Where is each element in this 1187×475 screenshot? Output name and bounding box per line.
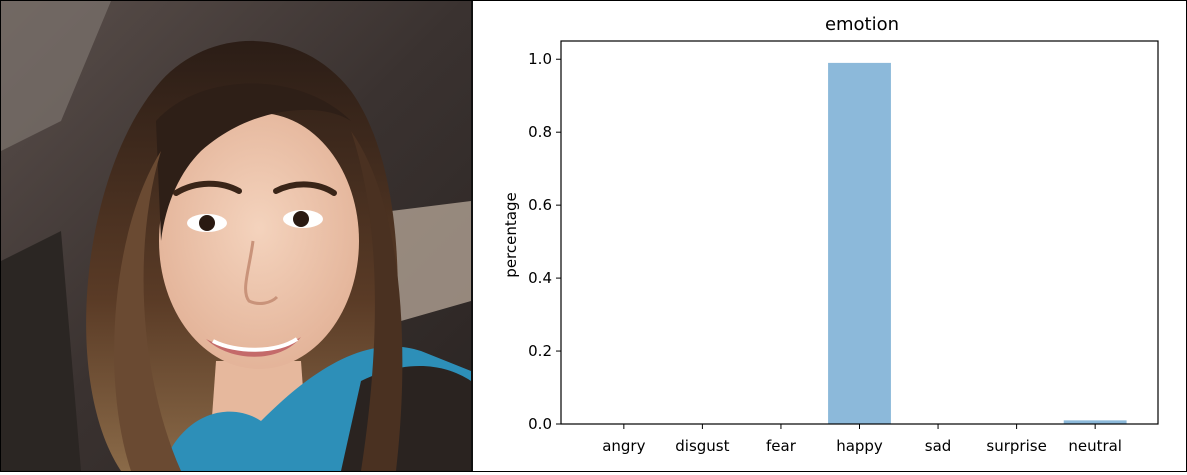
y-axis-label: percentage [502, 192, 520, 277]
plot-area-frame [560, 40, 1159, 425]
x-tick-label: angry [602, 437, 645, 455]
x-tick-label: neutral [1068, 437, 1122, 455]
y-tick-label: 1.0 [528, 50, 552, 68]
y-axis-ticks: 0.0 0.2 0.4 0.6 0.8 1.0 [528, 50, 561, 433]
y-tick-label: 0.6 [528, 196, 552, 214]
bar-happy [828, 62, 891, 425]
bar-chart: emotion percentage 0.0 0.2 0.4 0.6 0.8 1.0 an… [502, 14, 1159, 455]
y-tick-label: 0.2 [528, 342, 552, 360]
face-photo-illustration [1, 1, 471, 471]
chart-title: emotion [825, 14, 899, 35]
y-tick-label: 0.4 [528, 269, 552, 287]
x-tick-label: sad [925, 437, 952, 455]
y-tick-label: 0.0 [528, 415, 552, 433]
bar-neutral [1063, 420, 1127, 424]
bar-series [828, 62, 1127, 425]
y-tick-label: 0.8 [528, 123, 552, 141]
x-tick-label: fear [766, 437, 797, 455]
x-axis-ticks: angry disgust fear happy sad surprise neutral [602, 424, 1122, 455]
x-tick-label: disgust [675, 437, 729, 455]
face-photo [1, 1, 473, 471]
emotion-chart: emotion percentage 0.0 0.2 0.4 0.6 0.8 1.0 an… [473, 1, 1186, 471]
x-tick-label: surprise [986, 437, 1046, 455]
x-tick-label: happy [836, 437, 883, 455]
